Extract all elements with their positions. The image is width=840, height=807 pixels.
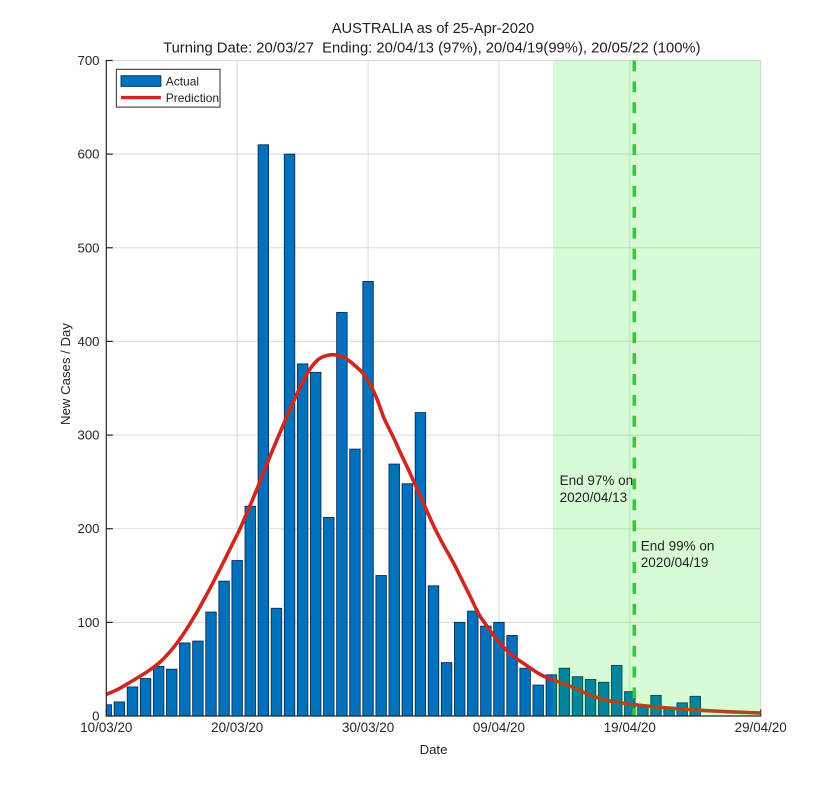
svg-text:End 97% on: End 97% on — [560, 473, 634, 488]
svg-text:0: 0 — [92, 709, 99, 724]
svg-text:Prediction: Prediction — [166, 91, 219, 105]
svg-text:Turning Date: 20/03/27 Ending: Turning Date: 20/03/27 Ending: 20/04/13 … — [163, 41, 701, 57]
svg-text:End 99% on: End 99% on — [641, 538, 715, 553]
svg-text:19/04/20: 19/04/20 — [604, 720, 656, 735]
svg-text:2020/04/13: 2020/04/13 — [560, 490, 628, 505]
svg-text:29/04/20: 29/04/20 — [735, 720, 787, 735]
svg-text:300: 300 — [77, 428, 99, 443]
svg-text:20/03/20: 20/03/20 — [211, 720, 263, 735]
svg-text:700: 700 — [77, 53, 99, 68]
svg-text:09/04/20: 09/04/20 — [473, 720, 525, 735]
svg-text:AUSTRALIA as of 25-Apr-2020: AUSTRALIA as of 25-Apr-2020 — [332, 21, 534, 37]
svg-text:2020/04/19: 2020/04/19 — [641, 555, 709, 570]
svg-text:100: 100 — [77, 615, 99, 630]
svg-text:Date: Date — [420, 742, 448, 757]
svg-text:600: 600 — [77, 147, 99, 162]
svg-text:New Cases / Day: New Cases / Day — [58, 323, 73, 425]
svg-text:500: 500 — [77, 240, 99, 255]
svg-text:400: 400 — [77, 334, 99, 349]
svg-text:Actual: Actual — [166, 75, 199, 89]
svg-text:200: 200 — [77, 521, 99, 536]
svg-text:30/03/20: 30/03/20 — [342, 720, 394, 735]
svg-text:10/03/20: 10/03/20 — [80, 720, 132, 735]
